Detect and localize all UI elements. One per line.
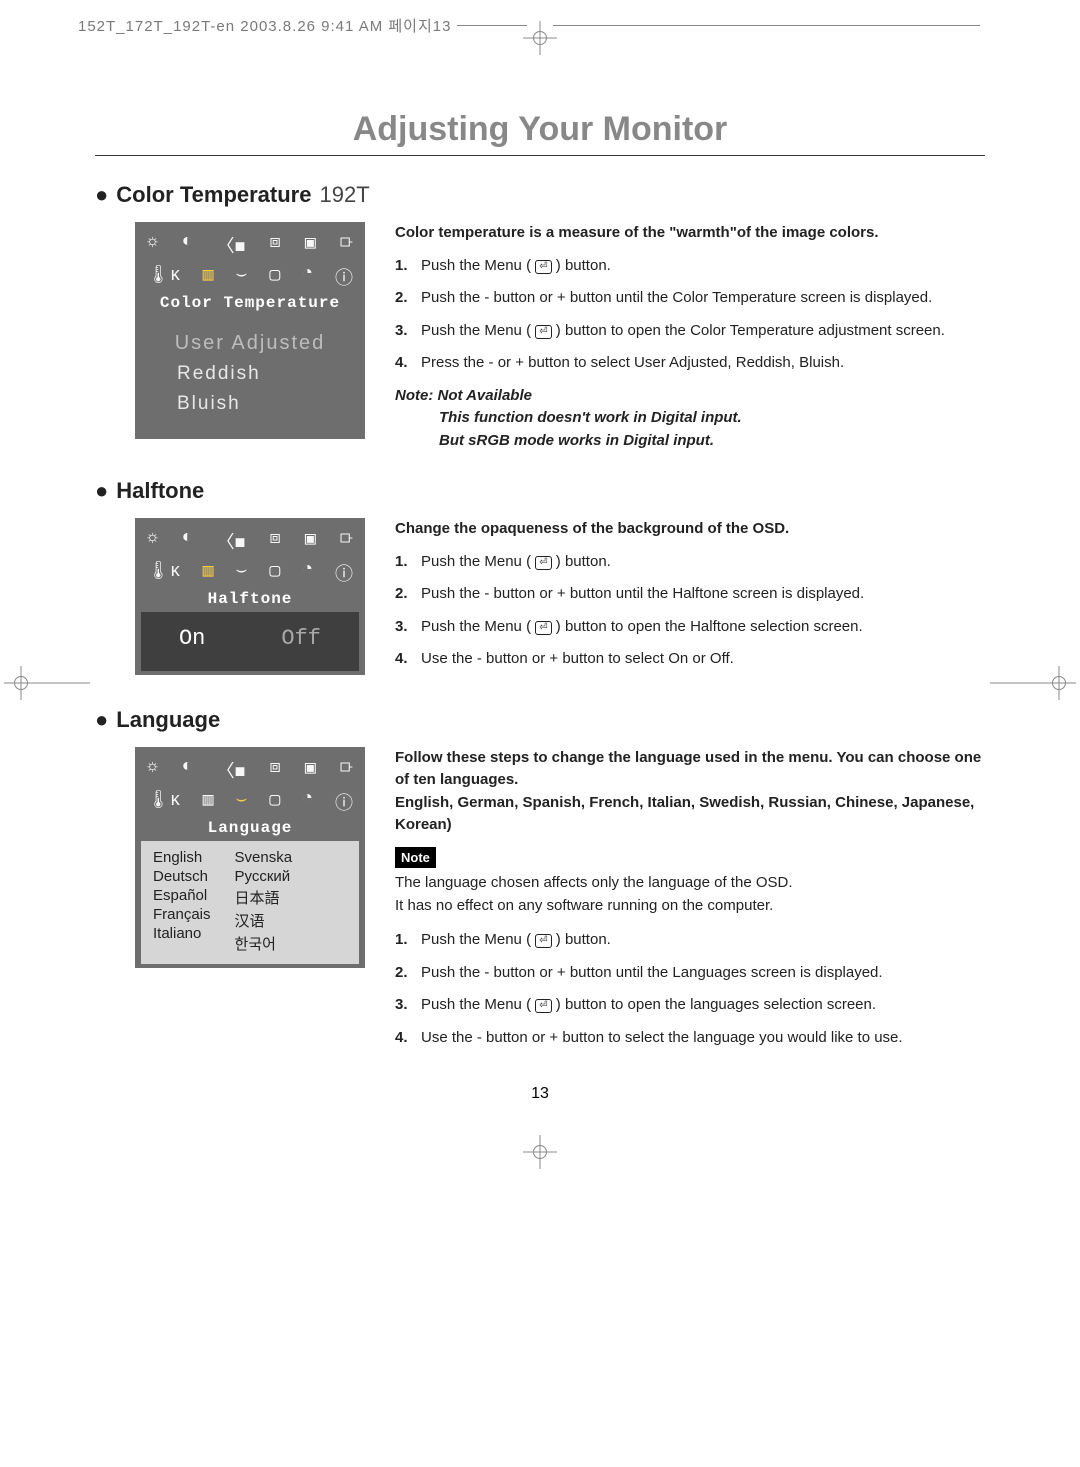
section-intro: Follow these steps to change the languag…: [395, 747, 985, 837]
note-block: Note The language chosen affects only th…: [395, 847, 985, 918]
language-option: Deutsch: [153, 868, 211, 885]
heading-model: 192T: [319, 182, 369, 208]
section-heading-color-temp: ● Color Temperature 192T: [95, 182, 985, 208]
section-intro: Color temperature is a measure of the "w…: [395, 222, 985, 245]
note-badge: Note: [395, 847, 436, 869]
step: Push the - button or + button until the …: [395, 962, 985, 985]
registration-mark-right: [1046, 670, 1072, 696]
osd-iconrow-1: ☼◐〈■⧈▣⟥: [141, 753, 359, 785]
note-line: But sRGB mode works in Digital input.: [395, 430, 985, 453]
osd-iconrow-2: 🌡ᴋ▥⌣▢◔ⓘ: [141, 260, 359, 292]
heading-text: Language: [116, 707, 220, 733]
entry-halftone: ☼◐〈■⧈▣⟥ 🌡ᴋ▥⌣▢◔ⓘ Halftone On Off Change t…: [95, 518, 985, 681]
registration-mark-left: [8, 670, 34, 696]
language-option: 한국어: [235, 933, 293, 954]
bullet-icon: ●: [95, 480, 108, 502]
step: Push the Menu ( ⏎ ) button to open the C…: [395, 320, 985, 343]
osd-body: User Adjusted Reddish Bluish: [141, 318, 359, 435]
language-column: English Deutsch Español Français Italian…: [153, 849, 211, 954]
osd-body: On Off: [141, 612, 359, 671]
menu-button-icon: ⏎: [535, 260, 551, 274]
menu-button-icon: ⏎: [535, 556, 551, 570]
osd-menu-title: Color Temperature: [141, 292, 359, 316]
step: Push the - button or + button until the …: [395, 287, 985, 310]
step: Push the - button or + button until the …: [395, 583, 985, 606]
osd-language: ☼◐〈■⧈▣⟥ 🌡ᴋ▥⌣▢◔ⓘ Language English Deutsch…: [135, 747, 365, 968]
entry-color-temp: ☼◐〈■⧈▣⟥ 🌡ᴋ▥⌣▢◔ⓘ Color Temperature User A…: [95, 222, 985, 452]
page-title: Adjusting Your Monitor: [95, 110, 985, 156]
osd-iconrow-1: ☼◐〈■⧈▣⟥: [141, 228, 359, 260]
note-line: This function doesn't work in Digital in…: [395, 407, 985, 430]
osd-iconrow-2: 🌡ᴋ▥⌣▢◔ⓘ: [141, 556, 359, 588]
page-content: Adjusting Your Monitor ● Color Temperatu…: [0, 50, 1080, 1183]
step: Press the - or + button to select User A…: [395, 352, 985, 375]
menu-button-icon: ⏎: [535, 934, 551, 948]
file-stamp: 152T_172T_192T-en 2003.8.26 9:41 AM 페이지1…: [78, 15, 457, 36]
language-option: Français: [153, 906, 211, 923]
language-option: 汉语: [235, 910, 293, 931]
note-line: It has no effect on any software running…: [395, 895, 985, 918]
language-option: Español: [153, 887, 211, 904]
osd-option: Off: [281, 626, 321, 651]
heading-text: Color Temperature: [116, 182, 311, 208]
step-list: Push the Menu ( ⏎ ) button. Push the - b…: [395, 929, 985, 1049]
menu-button-icon: ⏎: [535, 325, 551, 339]
osd-menu-title: Language: [141, 817, 359, 841]
language-option: Italiano: [153, 925, 211, 942]
osd-color-temperature: ☼◐〈■⧈▣⟥ 🌡ᴋ▥⌣▢◔ⓘ Color Temperature User A…: [135, 222, 365, 439]
step: Push the Menu ( ⏎ ) button to open the l…: [395, 994, 985, 1017]
language-option: 日本語: [235, 887, 293, 908]
page-number: 13: [95, 1085, 985, 1103]
step: Push the Menu ( ⏎ ) button.: [395, 929, 985, 952]
osd-option-selected: User Adjusted: [153, 328, 347, 359]
bullet-icon: ●: [95, 184, 108, 206]
step: Use the - button or + button to select O…: [395, 648, 985, 671]
osd-body: English Deutsch Español Français Italian…: [141, 841, 359, 964]
heading-text: Halftone: [116, 478, 204, 504]
language-option: English: [153, 849, 211, 866]
menu-button-icon: ⏎: [535, 621, 551, 635]
step-list: Push the Menu ( ⏎ ) button. Push the - b…: [395, 551, 985, 671]
note-line: The language chosen affects only the lan…: [395, 872, 985, 895]
menu-button-icon: ⏎: [535, 999, 551, 1013]
step: Use the - button or + button to select t…: [395, 1027, 985, 1050]
section-heading-halftone: ● Halftone: [95, 478, 985, 504]
language-option: Svenska: [235, 849, 293, 866]
note-italic: Note: Not Available This function doesn'…: [395, 385, 985, 453]
osd-option: Bluish: [153, 389, 347, 419]
osd-option: Reddish: [153, 359, 347, 389]
registration-mark-top: [527, 25, 553, 51]
osd-option-selected: On: [179, 626, 205, 651]
osd-iconrow-2: 🌡ᴋ▥⌣▢◔ⓘ: [141, 785, 359, 817]
osd-menu-title: Halftone: [141, 588, 359, 612]
step: Push the Menu ( ⏎ ) button.: [395, 551, 985, 574]
section-intro: Change the opaqueness of the background …: [395, 518, 985, 541]
registration-mark-bottom: [527, 1139, 553, 1165]
language-option: Русский: [235, 868, 293, 885]
step: Push the Menu ( ⏎ ) button to open the H…: [395, 616, 985, 639]
section-heading-language: ● Language: [95, 707, 985, 733]
osd-halftone: ☼◐〈■⧈▣⟥ 🌡ᴋ▥⌣▢◔ⓘ Halftone On Off: [135, 518, 365, 675]
bullet-icon: ●: [95, 709, 108, 731]
step: Push the Menu ( ⏎ ) button.: [395, 255, 985, 278]
note-line: Note: Not Available: [395, 387, 532, 404]
language-column: Svenska Русский 日本語 汉语 한국어: [235, 849, 293, 954]
crop-mark-header: 152T_172T_192T-en 2003.8.26 9:41 AM 페이지1…: [0, 0, 1080, 50]
osd-iconrow-1: ☼◐〈■⧈▣⟥: [141, 524, 359, 556]
entry-language: ☼◐〈■⧈▣⟥ 🌡ᴋ▥⌣▢◔ⓘ Language English Deutsch…: [95, 747, 985, 1060]
step-list: Push the Menu ( ⏎ ) button. Push the - b…: [395, 255, 985, 375]
